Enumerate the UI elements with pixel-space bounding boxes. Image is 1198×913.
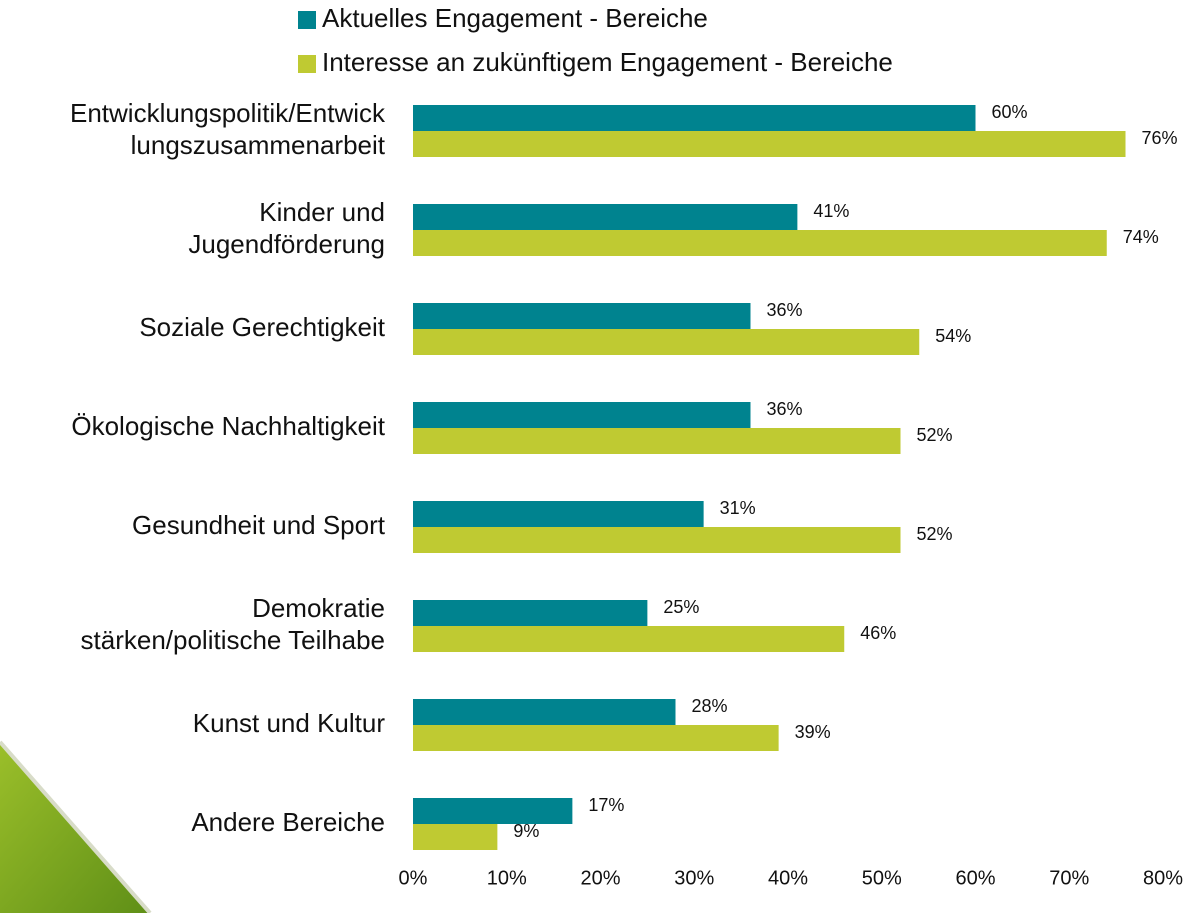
bar [413, 303, 751, 329]
legend-label: Interesse an zukünftigem Engagement - Be… [322, 47, 893, 77]
x-tick-label: 70% [1049, 867, 1089, 889]
category-label: Soziale Gerechtigkeit [139, 312, 385, 342]
value-label: 31% [720, 498, 756, 518]
bar [413, 798, 573, 824]
value-label: 54% [935, 326, 971, 346]
value-label: 74% [1123, 227, 1159, 247]
bar [413, 699, 676, 725]
x-tick-label: 40% [768, 867, 808, 889]
value-label: 60% [992, 102, 1028, 122]
bar [413, 428, 901, 454]
bar [413, 501, 704, 527]
value-label: 41% [813, 201, 849, 221]
value-label: 25% [663, 597, 699, 617]
value-label: 46% [860, 623, 896, 643]
value-label: 36% [767, 300, 803, 320]
category-label: Andere Bereiche [191, 807, 385, 837]
category-label: Entwicklungspolitik/Entwick lungszusammen… [70, 98, 386, 160]
bar [413, 329, 920, 355]
bar [413, 725, 779, 751]
bar [413, 600, 648, 626]
legend-label: Aktuelles Engagement - Bereiche [322, 3, 708, 33]
value-label: 36% [767, 399, 803, 419]
bar [413, 131, 1126, 157]
value-label: 17% [588, 795, 624, 815]
legend-swatch [298, 11, 316, 29]
category-label: Kinder und Jugendförderung [188, 197, 385, 259]
x-tick-label: 60% [955, 867, 995, 889]
legend-swatch [298, 55, 316, 73]
x-tick-label: 50% [862, 867, 902, 889]
bar [413, 402, 751, 428]
category-label: Ökologische Nachhaltigkeit [71, 411, 385, 441]
x-tick-label: 10% [487, 867, 527, 889]
category-label: Demokratie stärken/politische Teilhabe [81, 593, 385, 655]
bar [413, 105, 976, 131]
category-label: Gesundheit und Sport [132, 510, 386, 540]
decoration-edge [0, 740, 152, 913]
value-label: 28% [692, 696, 728, 716]
category-label: Kunst und Kultur [193, 708, 386, 738]
bar [413, 824, 498, 850]
bar [413, 204, 798, 230]
value-label: 39% [795, 722, 831, 742]
value-label: 52% [917, 524, 953, 544]
bar [413, 230, 1107, 256]
x-tick-label: 0% [399, 867, 428, 889]
value-label: 9% [513, 821, 539, 841]
x-tick-label: 20% [580, 867, 620, 889]
value-label: 52% [917, 425, 953, 445]
x-tick-label: 80% [1143, 867, 1183, 889]
value-label: 76% [1142, 128, 1178, 148]
x-tick-label: 30% [674, 867, 714, 889]
bar [413, 527, 901, 553]
bar [413, 626, 845, 652]
